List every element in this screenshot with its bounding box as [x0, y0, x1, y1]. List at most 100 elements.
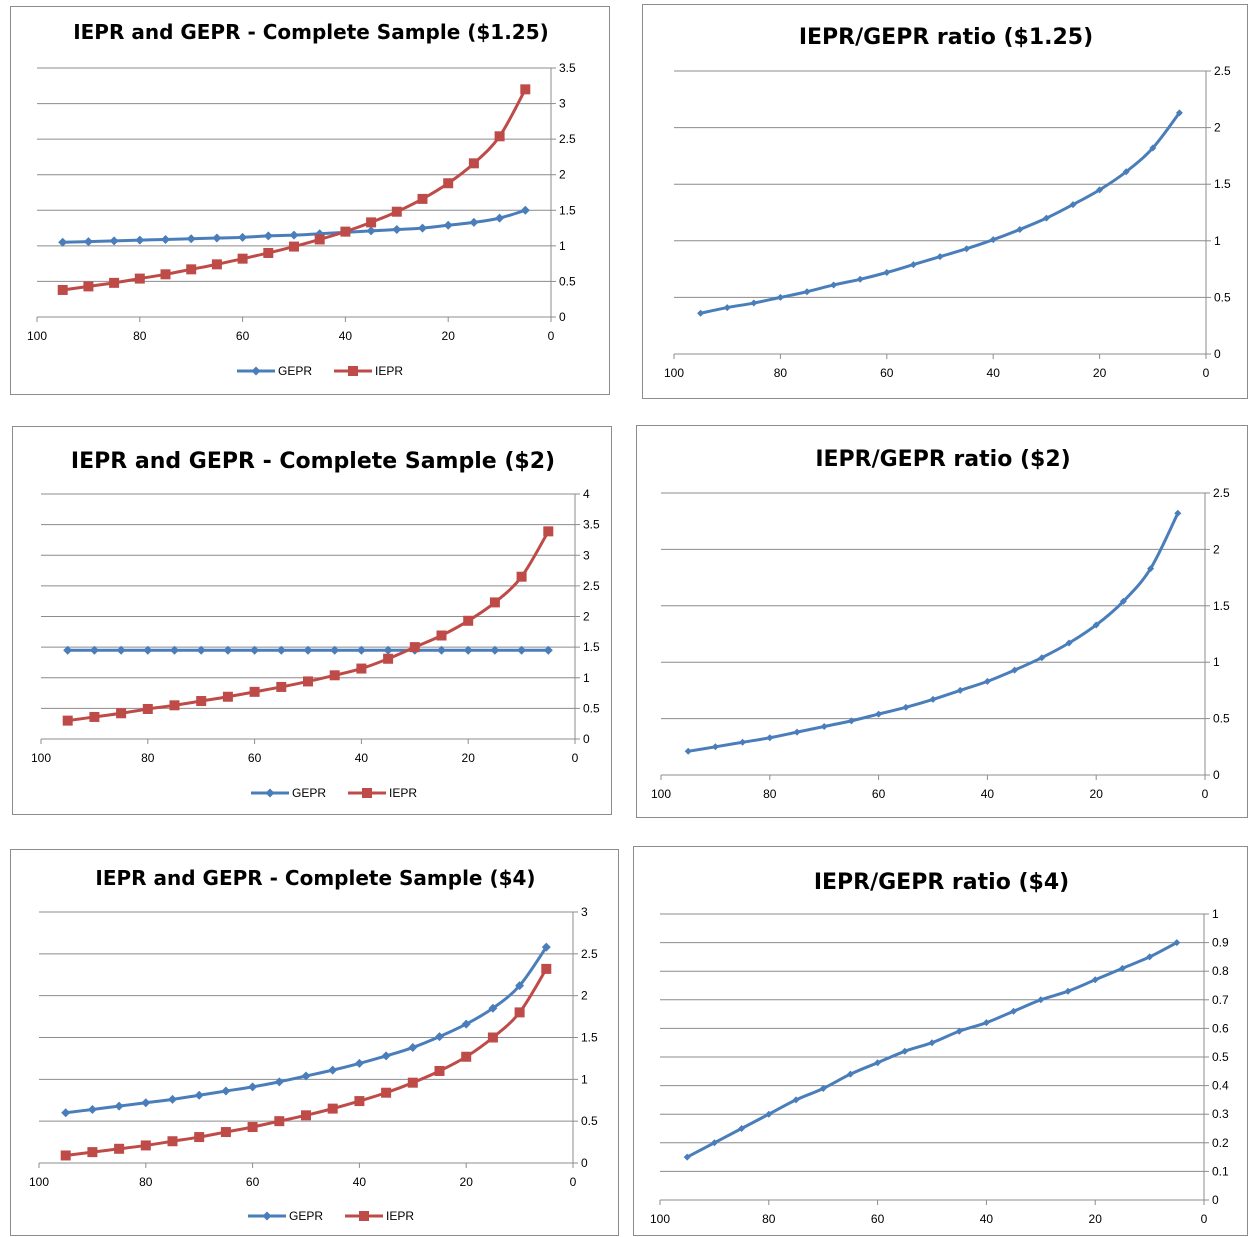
- data-point: [1011, 666, 1019, 674]
- y-tick-label: 0.7: [1212, 993, 1229, 1007]
- data-point: [902, 703, 910, 711]
- y-tick-label: 0.1: [1212, 1164, 1229, 1178]
- y-tick-label: 1: [1212, 907, 1219, 921]
- data-point: [1092, 621, 1100, 629]
- data-point: [963, 245, 971, 253]
- data-point: [463, 615, 474, 626]
- y-tick-label: 0: [583, 732, 590, 746]
- data-point: [247, 1122, 258, 1133]
- data-point: [418, 223, 427, 233]
- data-point: [820, 722, 828, 730]
- x-tick-label: 80: [139, 1175, 153, 1189]
- data-point: [263, 247, 274, 258]
- data-point: [468, 158, 479, 169]
- data-point: [1065, 639, 1073, 647]
- chart-panel-gepr-iepr-2: IEPR and GEPR - Complete Sample ($2) 0 0.5…: [12, 426, 612, 815]
- y-tick-label: 1.5: [581, 1031, 598, 1045]
- data-point: [329, 670, 340, 681]
- data-point: [134, 273, 145, 284]
- data-point: [434, 1065, 445, 1076]
- x-tick-label: 40: [981, 787, 995, 801]
- x-tick-label: 80: [774, 366, 788, 380]
- data-point: [543, 526, 554, 537]
- y-tick-label: 1: [1213, 655, 1220, 669]
- y-tick-label: 0.5: [1213, 712, 1230, 726]
- y-tick-label: 0.5: [583, 701, 600, 715]
- data-point: [520, 205, 530, 215]
- y-tick-label: 1: [559, 239, 566, 253]
- data-point: [765, 1110, 773, 1118]
- data-point: [750, 299, 758, 307]
- chart-title: IEPR and GEPR - Complete Sample ($1.25): [73, 20, 549, 44]
- chart-title: IEPR and GEPR - Complete Sample ($2): [71, 449, 555, 474]
- chart-title: IEPR and GEPR - Complete Sample ($4): [95, 866, 535, 890]
- y-tick-label: 0: [581, 1156, 588, 1170]
- data-point: [167, 1136, 178, 1147]
- data-point: [212, 233, 222, 243]
- data-point: [366, 226, 376, 236]
- data-point: [983, 677, 991, 685]
- x-tick-label: 40: [987, 366, 1001, 380]
- x-tick-label: 20: [1090, 787, 1104, 801]
- legend-label: GEPR: [289, 1209, 323, 1223]
- x-tick-label: 40: [339, 329, 353, 343]
- data-point: [469, 217, 479, 227]
- data-point: [766, 734, 774, 742]
- data-point: [723, 304, 731, 312]
- y-tick-label: 0.8: [1212, 964, 1229, 978]
- series-line: [65, 968, 548, 1157]
- gridlines: [660, 913, 1209, 1201]
- data-point: [409, 642, 420, 653]
- series-gepr: [58, 205, 530, 247]
- data-point: [289, 230, 299, 240]
- data-point: [407, 1077, 418, 1088]
- data-point: [301, 1110, 311, 1121]
- data-point: [303, 676, 313, 687]
- data-point: [408, 1043, 418, 1053]
- y-tick-label: 2.5: [583, 579, 600, 593]
- data-point: [89, 645, 99, 655]
- data-point: [114, 1101, 124, 1111]
- data-point: [248, 1082, 258, 1092]
- data-point: [517, 645, 527, 655]
- y-tick-label: 3: [581, 905, 588, 919]
- series-ratio: [684, 509, 1182, 755]
- y-tick-label: 1: [583, 671, 590, 685]
- series-gepr: [63, 645, 553, 655]
- y-tick-label: 0: [1214, 347, 1221, 361]
- data-point: [739, 738, 747, 746]
- y-tick-label: 0.3: [1212, 1107, 1229, 1121]
- data-point: [487, 1032, 498, 1043]
- data-point: [1149, 144, 1157, 152]
- data-point: [263, 231, 273, 241]
- gridlines: [41, 493, 580, 740]
- data-point: [221, 1086, 231, 1096]
- data-point: [956, 686, 964, 694]
- data-point: [883, 268, 891, 276]
- y-tick-label: 0.5: [1214, 290, 1231, 304]
- data-point: [803, 288, 811, 296]
- data-point: [383, 645, 393, 655]
- data-point: [541, 963, 552, 974]
- data-point: [62, 715, 73, 726]
- data-point: [520, 84, 531, 95]
- data-point: [87, 1147, 98, 1158]
- data-point: [1042, 214, 1050, 222]
- data-point: [909, 261, 917, 269]
- data-point: [443, 178, 454, 189]
- y-tick-label: 1.5: [1214, 177, 1231, 191]
- gridlines: [661, 492, 1210, 776]
- data-point: [516, 571, 527, 582]
- data-point: [819, 1084, 827, 1092]
- data-point: [140, 1140, 151, 1151]
- y-tick-label: 2.5: [1214, 64, 1231, 78]
- data-point: [1016, 225, 1024, 233]
- y-tick-label: 1: [581, 1072, 588, 1086]
- series-iepr: [57, 84, 531, 295]
- x-tick-label: 80: [762, 1212, 776, 1226]
- series-line: [62, 88, 527, 292]
- data-point: [793, 728, 801, 736]
- y-tick-label: 2: [1214, 121, 1221, 135]
- data-point: [1119, 597, 1127, 605]
- legend: GEPR IEPR: [248, 1209, 414, 1223]
